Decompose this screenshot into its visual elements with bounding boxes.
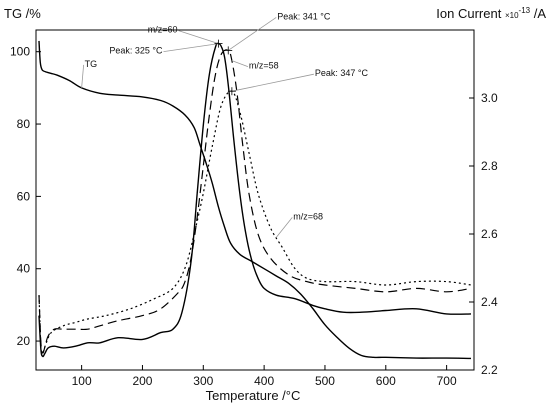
annotation-peak-325-c: Peak: 325 °C [109,46,163,56]
annotation-m-z-58: m/z=58 [249,61,279,71]
leader-m-z-68 [275,217,293,238]
right-axis-ticks: 2.2 2.4 2.6 2.8 3.0 [469,91,498,377]
left-tick-label: 60 [17,189,31,203]
x-tick-label: 200 [132,374,152,388]
annotation-m-z-60: m/z=60 [148,25,178,35]
right-axis-label-prefix: Ion Current [436,6,505,21]
x-tick-label: 500 [315,374,335,388]
plot-frame [35,29,475,371]
left-tick-label: 40 [17,262,31,276]
leader-peak-347-c [231,73,314,92]
right-axis-label-unit: /A [530,6,546,21]
series-line-m-z-58 [38,49,472,354]
left-tick-label: 80 [17,117,31,131]
left-axis-label: TG /% [4,6,41,21]
left-axis-ticks: 20 40 60 80 100 [10,45,41,348]
right-tick-label: 2.4 [481,295,498,309]
series-line-m-z-68 [38,90,472,354]
x-axis-ticks: 100 200 300 400 500 600 700 [72,365,457,388]
leader-tg [81,64,85,88]
annotations: TG m/z=60 m/z=58 m/z=68 Peak: 325 °C Peak: 34… [81,11,369,238]
left-tick-label: 20 [17,334,31,348]
annotation-m-z-68: m/z=68 [293,211,323,221]
series-line-m-z-60 [38,42,472,358]
series-line-tg [38,40,472,360]
annotation-tg: TG [85,59,98,69]
leader-peak-341-c [228,17,277,51]
annotation-peak-341-c: Peak: 341 °C [277,11,331,21]
right-axis-label-exp: -13 [519,6,531,15]
leader-peak-325-c [163,43,219,52]
x-axis-label: Temperature /°C [206,388,301,403]
right-tick-label: 2.8 [481,159,498,173]
x-tick-label: 300 [193,374,213,388]
right-tick-label: 2.6 [481,227,498,241]
annotation-peak-347-c: Peak: 347 °C [315,68,369,78]
right-axis-label-mult: ×10 [505,11,519,20]
right-axis-label: Ion Current ×10-13 /A [436,6,546,21]
leader-m-z-60 [178,30,219,44]
x-tick-label: 100 [72,374,92,388]
right-tick-label: 3.0 [481,91,498,105]
x-tick-label: 700 [437,374,457,388]
leader-m-z-58 [231,60,249,67]
left-tick-label: 100 [10,45,30,59]
right-tick-label: 2.2 [481,363,498,377]
series-lines [38,40,472,360]
plot-border [35,29,475,371]
x-tick-label: 600 [376,374,396,388]
x-tick-label: 400 [254,374,274,388]
